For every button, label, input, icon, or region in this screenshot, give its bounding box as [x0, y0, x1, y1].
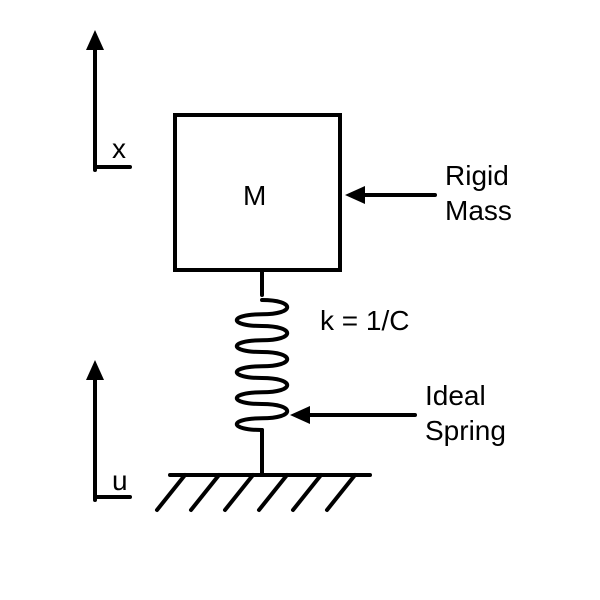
spring-constant-label: k = 1/C [320, 305, 409, 336]
mass-label: M [243, 180, 266, 211]
ideal-spring-label-2: Spring [425, 415, 506, 446]
ground-hatch [191, 475, 219, 510]
ground-hatch [225, 475, 253, 510]
ground-hatch [259, 475, 287, 510]
x-label: x [112, 133, 126, 164]
ground-hatch [293, 475, 321, 510]
u-label: u [112, 465, 128, 496]
ideal-spring-label-1: Ideal [425, 380, 486, 411]
ground-hatch [157, 475, 185, 510]
rigid-mass-label-1: Rigid [445, 160, 509, 191]
rigid-mass-label-2: Mass [445, 195, 512, 226]
ground-hatch [327, 475, 355, 510]
spring-coil [237, 300, 287, 430]
